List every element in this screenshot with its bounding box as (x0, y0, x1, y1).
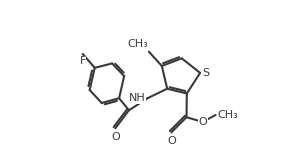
Text: O: O (167, 136, 176, 146)
Text: O: O (198, 117, 207, 127)
Text: O: O (111, 132, 120, 142)
Text: CH₃: CH₃ (218, 110, 238, 120)
Text: S: S (202, 68, 210, 78)
Text: CH₃: CH₃ (127, 39, 148, 49)
Text: NH: NH (128, 93, 145, 103)
Text: F: F (79, 56, 86, 66)
